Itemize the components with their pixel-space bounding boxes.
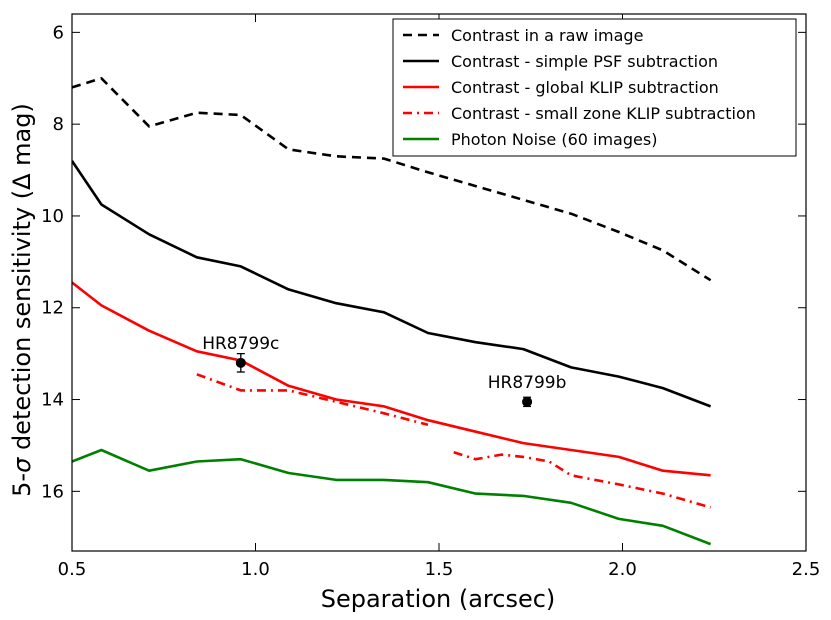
series-line-3-segment-0 xyxy=(196,373,429,427)
x-tick-label-1: 1.0 xyxy=(241,559,270,580)
point-label-HR8799c: HR8799c xyxy=(202,334,279,354)
point-label-HR8799b: HR8799b xyxy=(488,373,567,393)
y-axis-label-delta: Δ xyxy=(8,173,36,190)
y-axis-label-prefix: 5- xyxy=(8,473,36,497)
plot-area: HR8799c HR8799b xyxy=(72,77,712,546)
legend-box xyxy=(392,18,797,157)
axes: 0.5 1.0 1.5 2.0 2.5 6 8 10 12 14 16 xyxy=(41,13,821,580)
series-line-2-segment-0 xyxy=(72,281,711,477)
legend-label-1: Contrast - simple PSF subtraction xyxy=(451,52,718,71)
legend-label-4: Photon Noise (60 images) xyxy=(451,130,657,149)
x-tick-label-2: 1.5 xyxy=(425,559,454,580)
x-tick-label-0: 0.5 xyxy=(58,559,87,580)
y-axis-label-suffix: mag) xyxy=(8,103,36,173)
series-line-3-segment-1 xyxy=(453,451,711,509)
series-line-1-segment-0 xyxy=(72,160,712,408)
data-point-HR8799b xyxy=(522,396,533,407)
y-tick-label-0: 6 xyxy=(53,22,64,43)
y-tick-label-3: 12 xyxy=(41,298,64,319)
y-tick-label-2: 10 xyxy=(41,206,64,227)
x-tick-label-4: 2.5 xyxy=(792,559,821,580)
x-axis-label: Separation (arcsec) xyxy=(321,585,556,613)
y-tick-label-5: 16 xyxy=(41,481,64,502)
series-line-0-segment-0 xyxy=(72,77,712,282)
y-axis-label-middle: detection sensitivity ( xyxy=(8,190,36,458)
y-axis-label: 5-σ detection sensitivity (Δ mag) xyxy=(8,103,36,497)
y-axis-label-sigma: σ xyxy=(8,457,36,473)
series-line-4-segment-0 xyxy=(72,448,712,546)
y-tick-label-1: 8 xyxy=(53,114,64,135)
series-group xyxy=(72,77,712,546)
legend-label-2: Contrast - global KLIP subtraction xyxy=(451,78,719,97)
x-tick-label-3: 2.0 xyxy=(608,559,637,580)
data-point-HR8799c xyxy=(235,357,246,368)
y-tick-label-4: 14 xyxy=(41,390,64,411)
legend: Contrast in a raw image Contrast - simple… xyxy=(392,18,797,157)
legend-label-0: Contrast in a raw image xyxy=(451,26,643,45)
legend-label-3: Contrast - small zone KLIP subtraction xyxy=(451,104,756,123)
